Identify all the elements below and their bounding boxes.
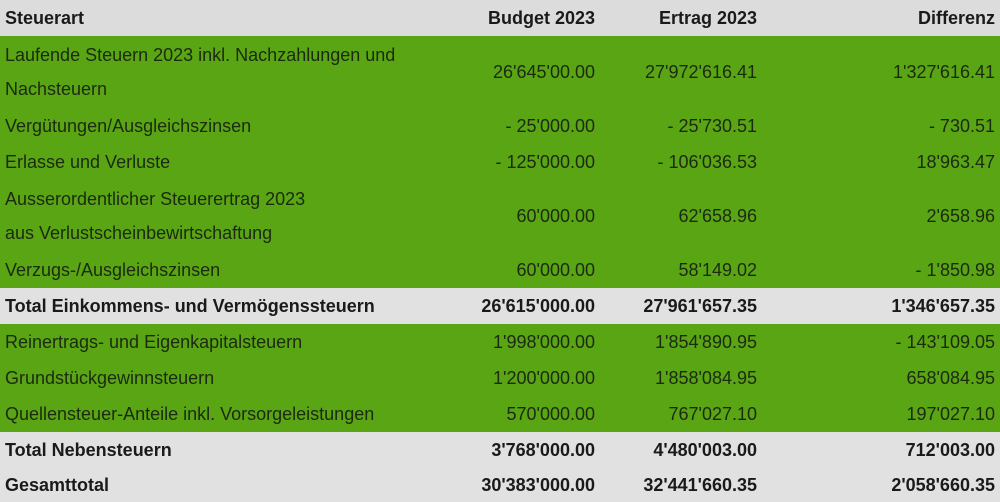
budget-cell: 60'000.00: [516, 205, 595, 226]
row-label: Quellensteuer-Anteile inkl. Vorsorgeleis…: [5, 403, 375, 424]
ertrag-cell: - 25'730.51: [667, 115, 757, 136]
row-label: Verzugs-/Ausgleichszinsen: [5, 259, 221, 280]
ertrag-cell: 1'858'084.95: [655, 367, 757, 388]
budget-cell: 1'200'000.00: [493, 367, 595, 388]
budget-cell: - 25'000.00: [505, 115, 595, 136]
ertrag-cell: 62'658.96: [678, 205, 757, 226]
row-label-line: Ausserordentlicher Steuerertrag 2023: [5, 189, 306, 209]
table-row: Laufende Steuern 2023 inkl. Nachzahlunge…: [0, 36, 1000, 108]
table-row: Reinertrags- und Eigenkapitalsteuern 1'9…: [0, 324, 1000, 360]
ertrag-cell: - 106'036.53: [657, 151, 757, 172]
row-label: Grundstückgewinnsteuern: [5, 367, 215, 388]
row-label: Vergütungen/Ausgleichszinsen: [5, 115, 252, 136]
total-row: Total Einkommens- und Vermögenssteuern 2…: [0, 288, 1000, 324]
budget-cell: - 125'000.00: [495, 151, 595, 172]
differenz-cell: 712'003.00: [905, 439, 995, 460]
budget-cell: 26'645'00.00: [493, 61, 595, 82]
table-row: Erlasse und Verluste - 125'000.00 - 106'…: [0, 144, 1000, 180]
table-header-row: Steuerart Budget 2023 Ertrag 2023 Differ…: [0, 0, 1000, 36]
budget-cell: 30'383'000.00: [481, 474, 595, 495]
differenz-cell: 197'027.10: [906, 403, 995, 424]
row-label-line: aus Verlustscheinbewirtschaftung: [5, 223, 273, 243]
budget-cell: 26'615'000.00: [481, 295, 595, 316]
row-label: Reinertrags- und Eigenkapitalsteuern: [5, 331, 303, 352]
differenz-cell: 1'327'616.41: [893, 61, 995, 82]
budget-cell: 60'000.00: [516, 259, 595, 280]
ertrag-cell: 32'441'660.35: [643, 474, 757, 495]
grand-total-row: Gesamttotal 30'383'000.00 32'441'660.35 …: [0, 468, 1000, 502]
differenz-cell: 2'658.96: [926, 205, 995, 226]
ertrag-cell: 27'972'616.41: [645, 61, 757, 82]
table-row: Quellensteuer-Anteile inkl. Vorsorgeleis…: [0, 396, 1000, 432]
ertrag-cell: 27'961'657.35: [643, 295, 757, 316]
differenz-cell: - 143'109.05: [895, 331, 995, 352]
table-row: Ausserordentlicher Steuerertrag 2023 aus …: [0, 180, 1000, 252]
differenz-cell: 2'058'660.35: [891, 474, 995, 495]
row-label-line: Nachsteuern: [5, 79, 108, 99]
differenz-cell: 1'346'657.35: [891, 295, 995, 316]
row-label-line: Laufende Steuern 2023 inkl. Nachzahlunge…: [5, 45, 396, 65]
col-header-ertrag: Ertrag 2023: [658, 7, 757, 28]
ertrag-cell: 1'854'890.95: [655, 331, 757, 352]
budget-cell: 1'998'000.00: [493, 331, 595, 352]
row-label: Laufende Steuern 2023 inkl. Nachzahlunge…: [0, 36, 440, 108]
col-header-budget: Budget 2023: [487, 7, 595, 28]
row-label: Ausserordentlicher Steuerertrag 2023 aus …: [0, 180, 440, 252]
differenz-cell: - 1'850.98: [915, 259, 996, 280]
grand-total-label: Gesamttotal: [5, 474, 110, 495]
ertrag-cell: 4'480'003.00: [653, 439, 757, 460]
ertrag-cell: 767'027.10: [668, 403, 757, 424]
total-label: Total Einkommens- und Vermögenssteuern: [5, 295, 375, 316]
ertrag-cell: 58'149.02: [678, 259, 757, 280]
table-row: Verzugs-/Ausgleichszinsen 60'000.00 58'1…: [0, 252, 1000, 288]
table-row: Grundstückgewinnsteuern 1'200'000.00 1'8…: [0, 360, 1000, 396]
budget-cell: 570'000.00: [506, 403, 595, 424]
differenz-cell: - 730.51: [928, 115, 995, 136]
differenz-cell: 658'084.95: [906, 367, 995, 388]
table-row: Vergütungen/Ausgleichszinsen - 25'000.00…: [0, 108, 1000, 144]
budget-cell: 3'768'000.00: [491, 439, 595, 460]
row-label: Erlasse und Verluste: [5, 151, 171, 172]
col-header-steuerart: Steuerart: [5, 7, 85, 28]
total-row: Total Nebensteuern 3'768'000.00 4'480'00…: [0, 432, 1000, 468]
col-header-differenz: Differenz: [917, 7, 995, 28]
differenz-cell: 18'963.47: [916, 151, 995, 172]
total-label: Total Nebensteuern: [5, 439, 172, 460]
